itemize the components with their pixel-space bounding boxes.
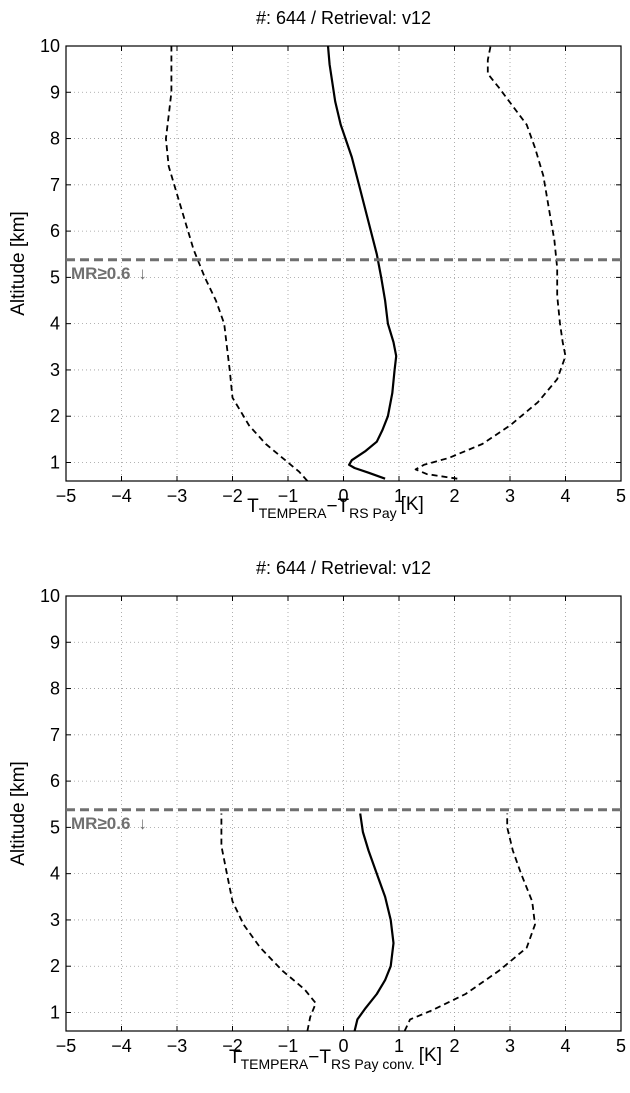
x-tick-label: 3 bbox=[505, 1036, 515, 1056]
x-axis-label: TTEMPERA−TRS Pay [K] bbox=[247, 494, 424, 521]
x-tick-label: −3 bbox=[167, 1036, 188, 1056]
x-axis-label-sub1: TEMPERA bbox=[241, 1056, 309, 1072]
chart-panel-2: −5 −4 −3 −2 −1 0 1 2 3 4 5 1 2 3 4 5 6 7 8 9 10 #: 644 / Retr… bbox=[8, 558, 626, 1072]
x-tick-label: −2 bbox=[222, 1036, 243, 1056]
x-tick-label: −1 bbox=[278, 486, 299, 506]
x-axis-label-sub1: TEMPERA bbox=[259, 505, 327, 521]
y-tick-label: 1 bbox=[50, 452, 60, 472]
x-tick-label: 4 bbox=[560, 1036, 570, 1056]
x-tick-label: −4 bbox=[111, 1036, 132, 1056]
plot-frame bbox=[65, 45, 622, 482]
grid-lines bbox=[65, 45, 622, 481]
y-tick-label: 7 bbox=[50, 725, 60, 745]
y-tick-label: 10 bbox=[40, 36, 60, 56]
series-bound-line bbox=[403, 813, 536, 1031]
x-tick-label: −3 bbox=[167, 486, 188, 506]
threshold-label-text: MR≥0.6 bbox=[71, 814, 130, 833]
y-axis-label: Altitude [km] bbox=[8, 761, 29, 866]
x-axis-label-unit: [K] bbox=[401, 494, 424, 515]
x-axis-label-sep: −T bbox=[308, 1047, 331, 1068]
x-tick-label: −5 bbox=[56, 486, 77, 506]
y-tick-label: 9 bbox=[50, 632, 60, 652]
y-tick-label: 5 bbox=[50, 267, 60, 287]
series-mean-line bbox=[353, 813, 395, 1031]
y-tick-label: 1 bbox=[50, 1002, 60, 1022]
x-tick-label: 1 bbox=[394, 1036, 404, 1056]
series-bound-line bbox=[414, 46, 567, 480]
y-tick-label: 8 bbox=[50, 129, 60, 149]
x-tick-label: −5 bbox=[56, 1036, 77, 1056]
y-tick-label: 6 bbox=[50, 771, 60, 791]
threshold-label-text: MR≥0.6 bbox=[71, 264, 130, 283]
y-tick-label: 3 bbox=[50, 360, 60, 380]
y-tick-label: 3 bbox=[50, 910, 60, 930]
x-axis-label-sep: −T bbox=[326, 496, 349, 517]
plot-frame bbox=[65, 595, 622, 1032]
y-tick-label: 6 bbox=[50, 221, 60, 241]
y-tick-label: 4 bbox=[50, 314, 60, 334]
y-tick-label: 2 bbox=[50, 956, 60, 976]
y-axis-label: Altitude [km] bbox=[8, 211, 29, 316]
series-mean-line bbox=[326, 46, 398, 480]
x-tick-label: −2 bbox=[222, 486, 243, 506]
x-tick-label: 4 bbox=[560, 486, 570, 506]
x-tick-label: 5 bbox=[616, 1036, 626, 1056]
x-tick-label: 2 bbox=[449, 486, 459, 506]
y-tick-label: 4 bbox=[50, 864, 60, 884]
grid-lines bbox=[65, 595, 622, 1031]
threshold-label: MR≥0.6 ↓ bbox=[71, 264, 147, 283]
series-bound-line bbox=[165, 46, 309, 481]
threshold-label: MR≥0.6 ↓ bbox=[71, 814, 147, 833]
x-tick-label: −1 bbox=[278, 1036, 299, 1056]
x-axis-label-main: T bbox=[229, 1047, 241, 1068]
x-axis-label-main: T bbox=[247, 496, 259, 517]
y-tick-label: 7 bbox=[50, 175, 60, 195]
chart-panel-1: −5 −4 −3 −2 −1 0 1 2 3 4 5 1 2 3 4 5 6 7 8 9 10 #: 644 / Retr… bbox=[8, 8, 626, 521]
x-tick-label: 0 bbox=[338, 486, 348, 506]
x-tick-label: 2 bbox=[449, 1036, 459, 1056]
x-tick-label: 5 bbox=[616, 486, 626, 506]
threshold-arrow-icon: ↓ bbox=[138, 814, 147, 833]
x-tick-label: 3 bbox=[505, 486, 515, 506]
chart-title: #: 644 / Retrieval: v12 bbox=[256, 8, 431, 28]
x-tick-label: 0 bbox=[338, 1036, 348, 1056]
y-tick-label: 5 bbox=[50, 817, 60, 837]
x-tick-label: 1 bbox=[394, 486, 404, 506]
y-tick-label: 2 bbox=[50, 406, 60, 426]
x-axis-label-sub2: RS Pay bbox=[349, 505, 396, 521]
x-axis-label: TTEMPERA−TRS Pay conv. [K] bbox=[229, 1045, 442, 1072]
x-axis-label-sub2: RS Pay conv. bbox=[331, 1056, 415, 1072]
y-tick-label: 9 bbox=[50, 82, 60, 102]
x-tick-label: −4 bbox=[111, 486, 132, 506]
series-bound-line bbox=[220, 813, 317, 1031]
y-tick-label: 8 bbox=[50, 679, 60, 699]
chart-title: #: 644 / Retrieval: v12 bbox=[256, 558, 431, 578]
threshold-arrow-icon: ↓ bbox=[138, 264, 147, 283]
x-axis-label-unit: [K] bbox=[419, 1045, 442, 1066]
y-tick-label: 10 bbox=[40, 586, 60, 606]
